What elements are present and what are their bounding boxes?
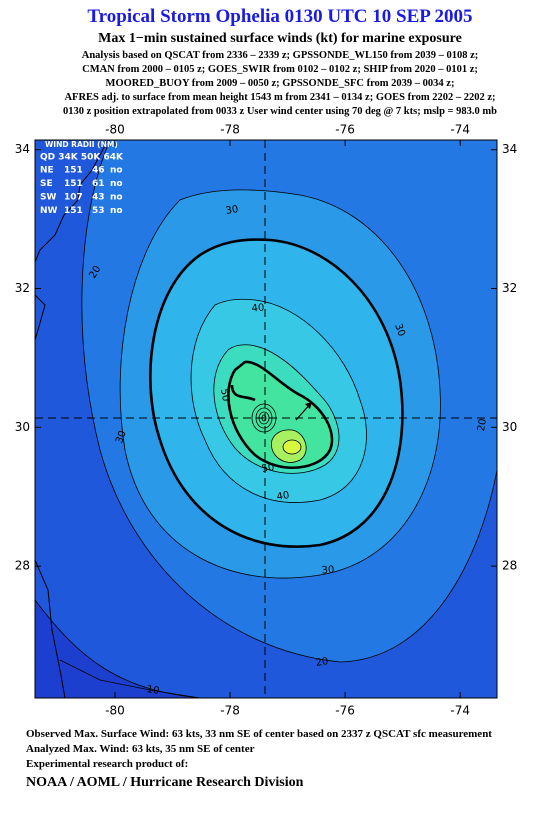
footer-line: Analyzed Max. Wind: 63 kts, 35 nm SE of … <box>26 743 255 755</box>
footer-org: NOAA / AOML / Hurricane Research Divisio… <box>26 775 304 790</box>
radii-cell: no <box>110 206 123 216</box>
contour-label: 40 <box>251 302 265 314</box>
contour-label: 20 <box>315 656 329 669</box>
x-tick-label: -76 <box>335 123 355 137</box>
x-tick-label: -80 <box>105 123 125 137</box>
x-tick-label: -76 <box>335 704 355 718</box>
contour-label: 40 <box>276 490 290 503</box>
radii-cell: 151 <box>64 179 83 189</box>
title: Tropical Storm Ophelia 0130 UTC 10 SEP 2… <box>87 6 473 27</box>
analysis-line: CMAN from 2000 – 0105 z; GOES_SWIR from … <box>82 64 478 75</box>
radii-cell: 46 <box>92 166 105 176</box>
radii-cell: 151 <box>64 166 83 176</box>
y-tick-label: 32 <box>502 281 517 295</box>
x-tick-label: -80 <box>105 704 125 718</box>
coastline <box>35 140 109 698</box>
contour-50kt-fold <box>230 384 256 402</box>
analysis-line: Analysis based on QSCAT from 2336 – 2339… <box>81 50 479 61</box>
radii-cell: no <box>110 193 123 203</box>
y-tick-label: 28 <box>15 559 30 573</box>
contour-label: 10 <box>146 684 160 697</box>
radii-cell: 43 <box>92 193 105 203</box>
radii-cell: 151 <box>64 206 83 216</box>
x-tick-label: -78 <box>220 123 240 137</box>
motion-arrowhead <box>305 402 312 409</box>
y-tick-label: 34 <box>502 142 517 156</box>
contour-label: 30 <box>225 204 239 217</box>
analysis-line: 0130 z position extrapolated from 0033 z… <box>63 106 497 117</box>
radii-title: WIND RADII (NM) <box>45 140 118 149</box>
y-tick-label: 28 <box>502 559 517 573</box>
contour-label: 30 <box>114 429 129 445</box>
contour-50kt <box>227 360 334 469</box>
radii-cell: 107 <box>64 193 83 203</box>
wind-radii-table: WIND RADII (NM) QD 34K 50K 64K NE 151 46 no… <box>40 140 124 216</box>
map-frame <box>34 139 498 699</box>
x-tick-label: -74 <box>450 704 470 718</box>
radii-cell: NE <box>40 166 54 176</box>
x-tick-label: -74 <box>450 123 470 137</box>
y-tick-label: 30 <box>15 420 30 434</box>
contour-label: 20 <box>476 418 489 432</box>
contour-label: 30 <box>321 564 335 576</box>
contour-label: 50 <box>261 462 275 475</box>
contour-label: 50 <box>218 388 231 402</box>
radii-cell: SW <box>40 193 56 203</box>
radii-cell: 53 <box>92 206 105 216</box>
subtitle: Max 1−min sustained surface winds (kt) f… <box>98 31 462 46</box>
analysis-line: MOORED_BUOY from 2009 – 0050 z; GPSSONDE… <box>105 78 455 89</box>
wind-max <box>282 439 302 455</box>
contour-10-edge <box>59 659 201 698</box>
radii-cell: 61 <box>92 179 105 189</box>
radii-cell: no <box>110 179 123 189</box>
radii-cell: NW <box>40 206 58 216</box>
y-tick-label: 34 <box>15 142 30 156</box>
contour-label: 30 <box>392 322 407 338</box>
radii-cell: SE <box>40 179 53 189</box>
x-tick-label: -78 <box>220 704 240 718</box>
footer-line: Observed Max. Surface Wind: 63 kts, 33 n… <box>26 728 492 740</box>
footer-line: Experimental research product of: <box>26 758 189 770</box>
y-tick-label: 30 <box>502 420 517 434</box>
wind-field <box>35 140 497 698</box>
radii-cell: no <box>110 166 123 176</box>
radii-header: QD 34K 50K 64K <box>40 153 124 163</box>
analysis-line: AFRES adj. to surface from mean height 1… <box>64 92 496 103</box>
y-tick-label: 32 <box>15 281 30 295</box>
